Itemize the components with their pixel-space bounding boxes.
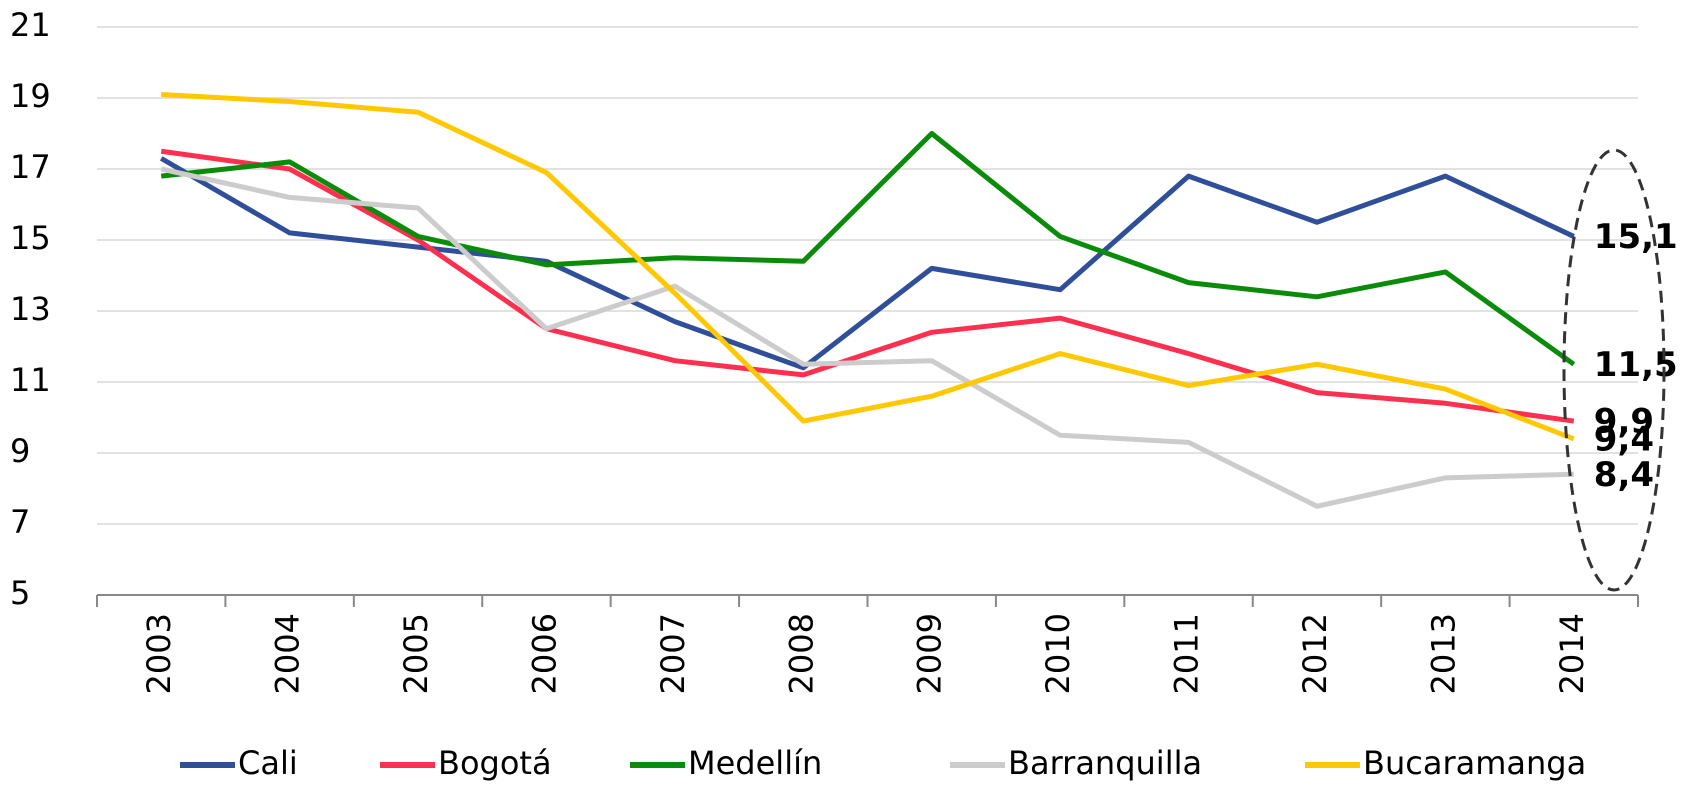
highlight-ellipse xyxy=(1562,148,1666,592)
series-line xyxy=(160,148,1575,424)
legend-label: Bucaramanga xyxy=(1363,744,1586,782)
legend-label: Barranquilla xyxy=(1008,744,1202,782)
value-label: 9,9 xyxy=(1594,402,1654,442)
y-tick-label: 13 xyxy=(10,290,51,328)
x-tick-label: 2006 xyxy=(525,613,563,694)
series-line xyxy=(160,131,1576,367)
y-tick-label: 21 xyxy=(10,6,51,44)
y-tick-label: 7 xyxy=(10,503,30,541)
legend-label: Bogotá xyxy=(438,744,552,782)
value-label: 9,4 xyxy=(1594,419,1654,459)
y-tick-label: 11 xyxy=(10,361,51,399)
x-tick-label: 2014 xyxy=(1553,613,1591,694)
x-tick-label: 2005 xyxy=(397,613,435,694)
x-tick-label: 2013 xyxy=(1424,613,1462,694)
x-tick-label: 2003 xyxy=(140,613,178,694)
series-line xyxy=(160,166,1574,509)
x-tick-label: 2004 xyxy=(269,613,307,694)
value-label: 8,4 xyxy=(1594,455,1654,495)
series-line xyxy=(159,156,1575,371)
y-tick-label: 19 xyxy=(10,77,51,115)
y-tick-label: 17 xyxy=(10,148,51,186)
y-tick-label: 15 xyxy=(10,219,51,257)
x-tick-label: 2012 xyxy=(1296,613,1334,694)
y-tick-label: 5 xyxy=(10,574,30,612)
plot: 5 7 9 11 13 15 17 19 21 2003 2004 2005 2006 2007 2008 2… xyxy=(10,6,1678,782)
legend-label: Medellín xyxy=(688,744,822,782)
value-label: 15,1 xyxy=(1594,217,1678,257)
x-tick-label: 2010 xyxy=(1039,613,1077,694)
x-tick-label: 2007 xyxy=(654,613,692,694)
x-tick-label: 2008 xyxy=(782,613,820,694)
series-line xyxy=(161,91,1575,442)
x-tick-label: 2011 xyxy=(1168,613,1206,694)
x-tick-label: 2009 xyxy=(911,613,949,694)
legend-label: Cali xyxy=(238,744,298,782)
y-tick-label: 9 xyxy=(10,432,30,470)
